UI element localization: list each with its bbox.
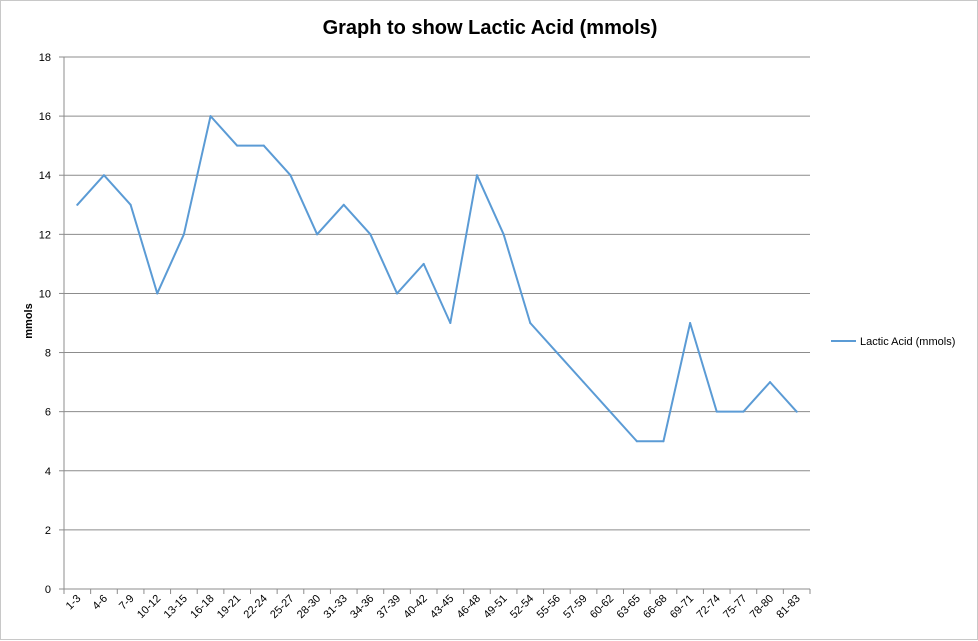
y-tick-label: 0 [45, 584, 51, 596]
data-point [102, 174, 105, 177]
x-tick-label: 52-54 [508, 593, 536, 621]
x-tick-label: 28-30 [295, 593, 323, 621]
data-point [156, 292, 159, 295]
legend-entry: Lactic Acid (mmols) [860, 336, 955, 348]
x-tick-label: 19-21 [215, 593, 243, 621]
axes [59, 56, 811, 594]
data-point [369, 233, 372, 236]
x-tick-labels: 1-3 4-6 7-910-1213-1516-1819-2122-2425-272… [64, 593, 803, 621]
data-point [129, 203, 132, 206]
data-point [422, 262, 425, 265]
series-lines [76, 115, 798, 443]
chart-title: Graph to show Lactic Acid (mmols) [323, 17, 658, 39]
data-point [76, 203, 79, 206]
x-tick-label: 7-9 [117, 593, 137, 613]
x-tick-label: 25-27 [268, 593, 296, 621]
data-point [795, 410, 798, 413]
data-point [609, 410, 612, 413]
y-tick-label: 14 [39, 170, 51, 182]
x-tick-label: 46-48 [455, 593, 483, 621]
y-tick-label: 10 [39, 288, 51, 300]
x-tick-label: 22-24 [242, 593, 270, 621]
x-tick-label: 4-6 [90, 593, 110, 613]
data-point [475, 174, 478, 177]
data-point [742, 410, 745, 413]
data-point [262, 144, 265, 147]
x-tick-label: 40-42 [401, 593, 429, 621]
data-point [662, 440, 665, 443]
x-tick-label: 63-65 [615, 593, 643, 621]
x-tick-label: 69-71 [668, 593, 696, 621]
y-tick-label: 6 [45, 407, 51, 419]
x-tick-label: 37-39 [375, 593, 403, 621]
x-tick-label: 72-74 [694, 593, 722, 621]
legend: Lactic Acid (mmols) [831, 336, 955, 348]
data-point [715, 410, 718, 413]
series-line-lactic-acid [76, 115, 798, 443]
y-tick-label: 12 [39, 229, 51, 241]
y-axis-label: mmols [23, 303, 35, 338]
data-point [342, 203, 345, 206]
x-tick-label: 66-68 [641, 593, 669, 621]
data-point [582, 381, 585, 384]
y-tick-label: 2 [45, 525, 51, 537]
y-tick-label: 18 [39, 52, 51, 64]
x-tick-label: 13-15 [162, 593, 190, 621]
y-tick-label: 8 [45, 348, 51, 360]
x-tick-label: 34-36 [348, 593, 376, 621]
data-point [449, 322, 452, 324]
x-tick-label: 10-12 [135, 593, 163, 621]
data-point [396, 292, 399, 295]
y-tick-label: 4 [45, 466, 51, 478]
data-point [635, 440, 638, 443]
data-point [316, 233, 319, 236]
data-point [529, 322, 532, 324]
data-point [555, 351, 558, 354]
x-tick-label: 55-56 [535, 593, 563, 621]
data-point [209, 115, 212, 118]
x-tick-label: 81-83 [774, 593, 802, 621]
x-tick-label: 1-3 [64, 593, 84, 613]
data-point [236, 144, 239, 147]
data-point [769, 381, 772, 384]
y-tick-label: 16 [39, 111, 51, 123]
x-tick-label: 43-45 [428, 593, 456, 621]
x-tick-label: 78-80 [748, 593, 776, 621]
y-tick-labels: 0 2 4 6 8 10 12 14 16 18 [39, 52, 51, 596]
x-tick-label: 16-18 [188, 593, 216, 621]
data-point [289, 174, 292, 177]
data-point [502, 233, 505, 236]
data-point [182, 233, 185, 236]
x-tick-label: 60-62 [588, 593, 616, 621]
x-tick-label: 57-59 [561, 593, 589, 621]
x-tick-label: 75-77 [721, 593, 749, 621]
x-tick-label: 31-33 [321, 593, 349, 621]
data-point [689, 322, 692, 324]
x-tick-label: 49-51 [481, 593, 509, 621]
